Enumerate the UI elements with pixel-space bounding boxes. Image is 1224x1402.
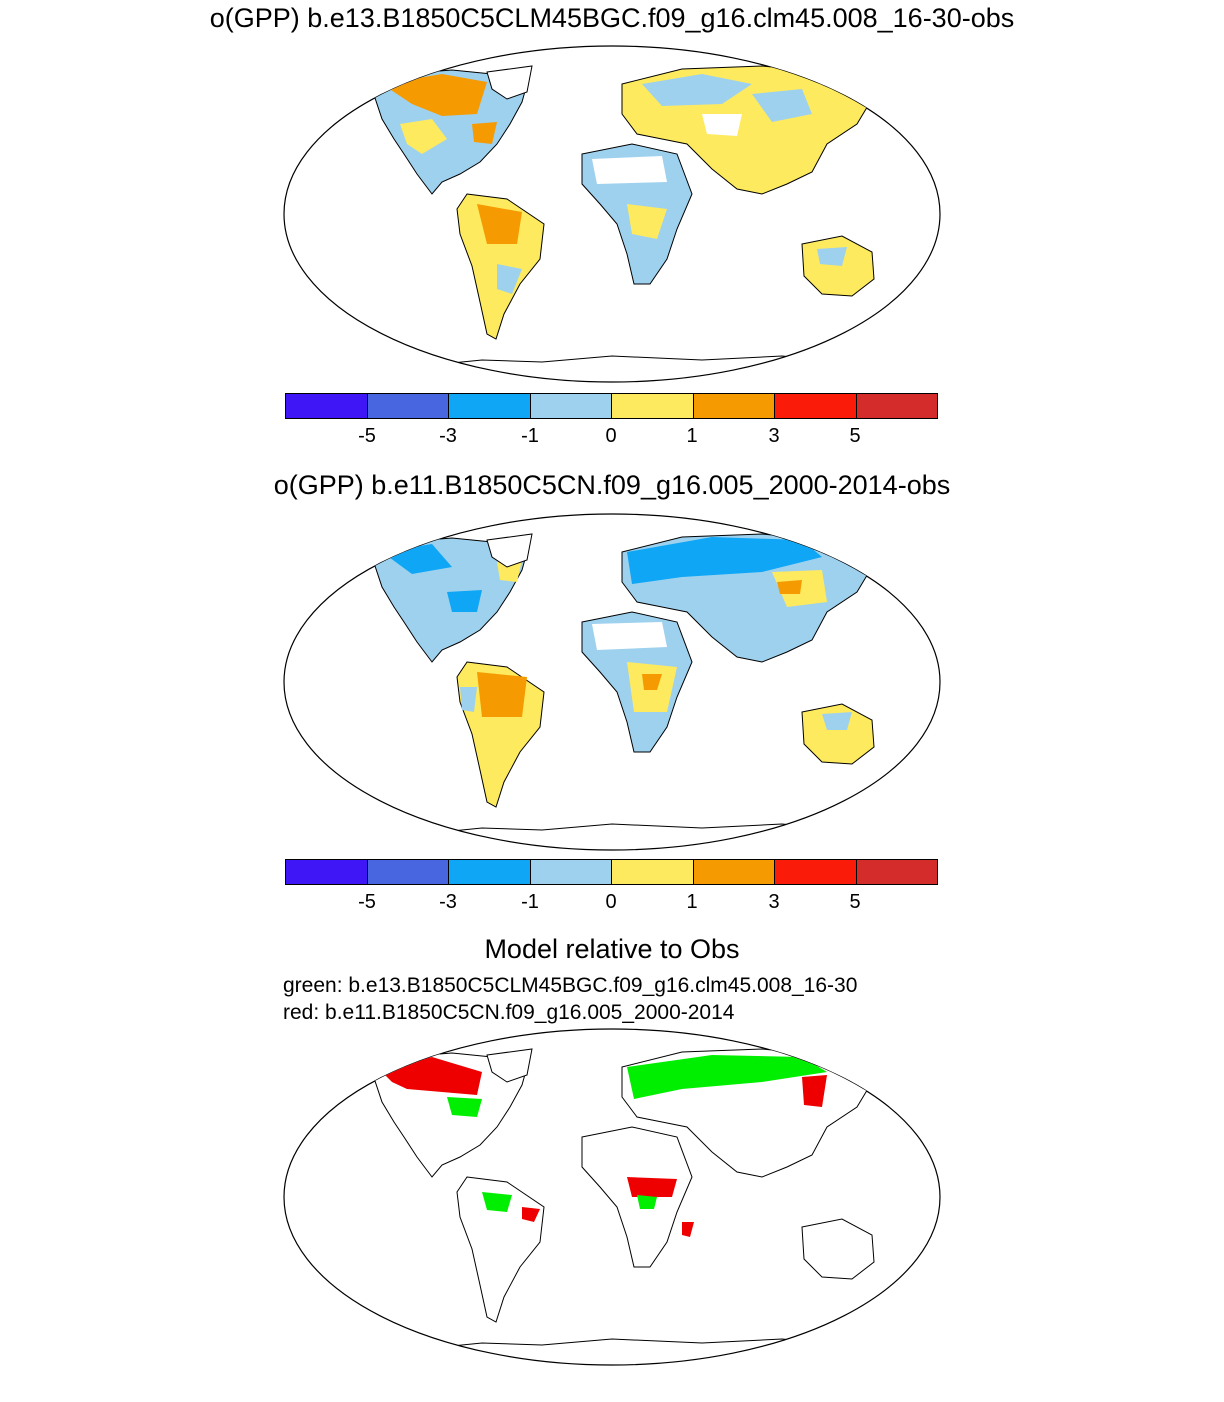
colorbar-tick: -5 [358,891,376,913]
panel2-colorbar: -5 -3 -1 0 1 3 5 [285,859,938,919]
colorbar-swatch [612,860,694,884]
comparison-green-label: green: b.e13.B1850C5CLM45BGC.f09_g16.clm… [283,974,858,997]
colorbar-tick: -3 [439,891,457,913]
greenland-landmass [486,65,533,100]
colorbar-tick: 3 [768,425,780,447]
colorbar-tick: 5 [849,891,861,913]
colorbar-swatch [367,860,449,884]
comparison-title: Model relative to Obs [484,934,740,964]
colorbar-tick: 0 [605,891,617,913]
colorbar-swatch [775,860,857,884]
colorbar-swatch [367,394,449,418]
colorbar-swatch [856,860,937,884]
colorbar-tick: -5 [358,425,376,447]
colorbar-tick: -1 [521,891,539,913]
colorbar-swatch [693,860,775,884]
colorbar-swatch [856,394,937,418]
comparison-map [283,1028,941,1366]
colorbar-swatch [775,394,857,418]
colorbar-swatch [449,394,531,418]
australia-landmass [801,1218,875,1280]
colorbar-swatch [530,860,612,884]
australia-landmass [801,703,875,765]
comparison-red-label: red: b.e11.B1850C5CN.f09_g16.005_2000-20… [283,1001,735,1024]
colorbar-swatch [693,394,775,418]
greenland-landmass [486,533,533,568]
colorbar-swatch [286,394,368,418]
colorbar-tick: 3 [768,891,780,913]
panel1-colorbar: -5 -3 -1 0 1 3 5 [285,393,938,453]
panel2-map [283,513,941,851]
colorbar-swatch [530,394,612,418]
colorbar-swatch [286,860,368,884]
panel1-title: o(GPP) b.e13.B1850C5CLM45BGC.f09_g16.clm… [209,3,1015,33]
colorbar-tick: 1 [686,891,698,913]
colorbar-tick: 5 [849,425,861,447]
panel2-title: o(GPP) b.e11.B1850C5CN.f09_g16.005_2000-… [273,470,951,500]
colorbar-swatch [449,860,531,884]
colorbar-tick: 1 [686,425,698,447]
colorbar-tick: -3 [439,425,457,447]
colorbar-tick: 0 [605,425,617,447]
colorbar-tick: -1 [521,425,539,447]
colorbar-swatch [612,394,694,418]
panel1-map [283,45,941,383]
greenland-landmass [486,1048,533,1083]
